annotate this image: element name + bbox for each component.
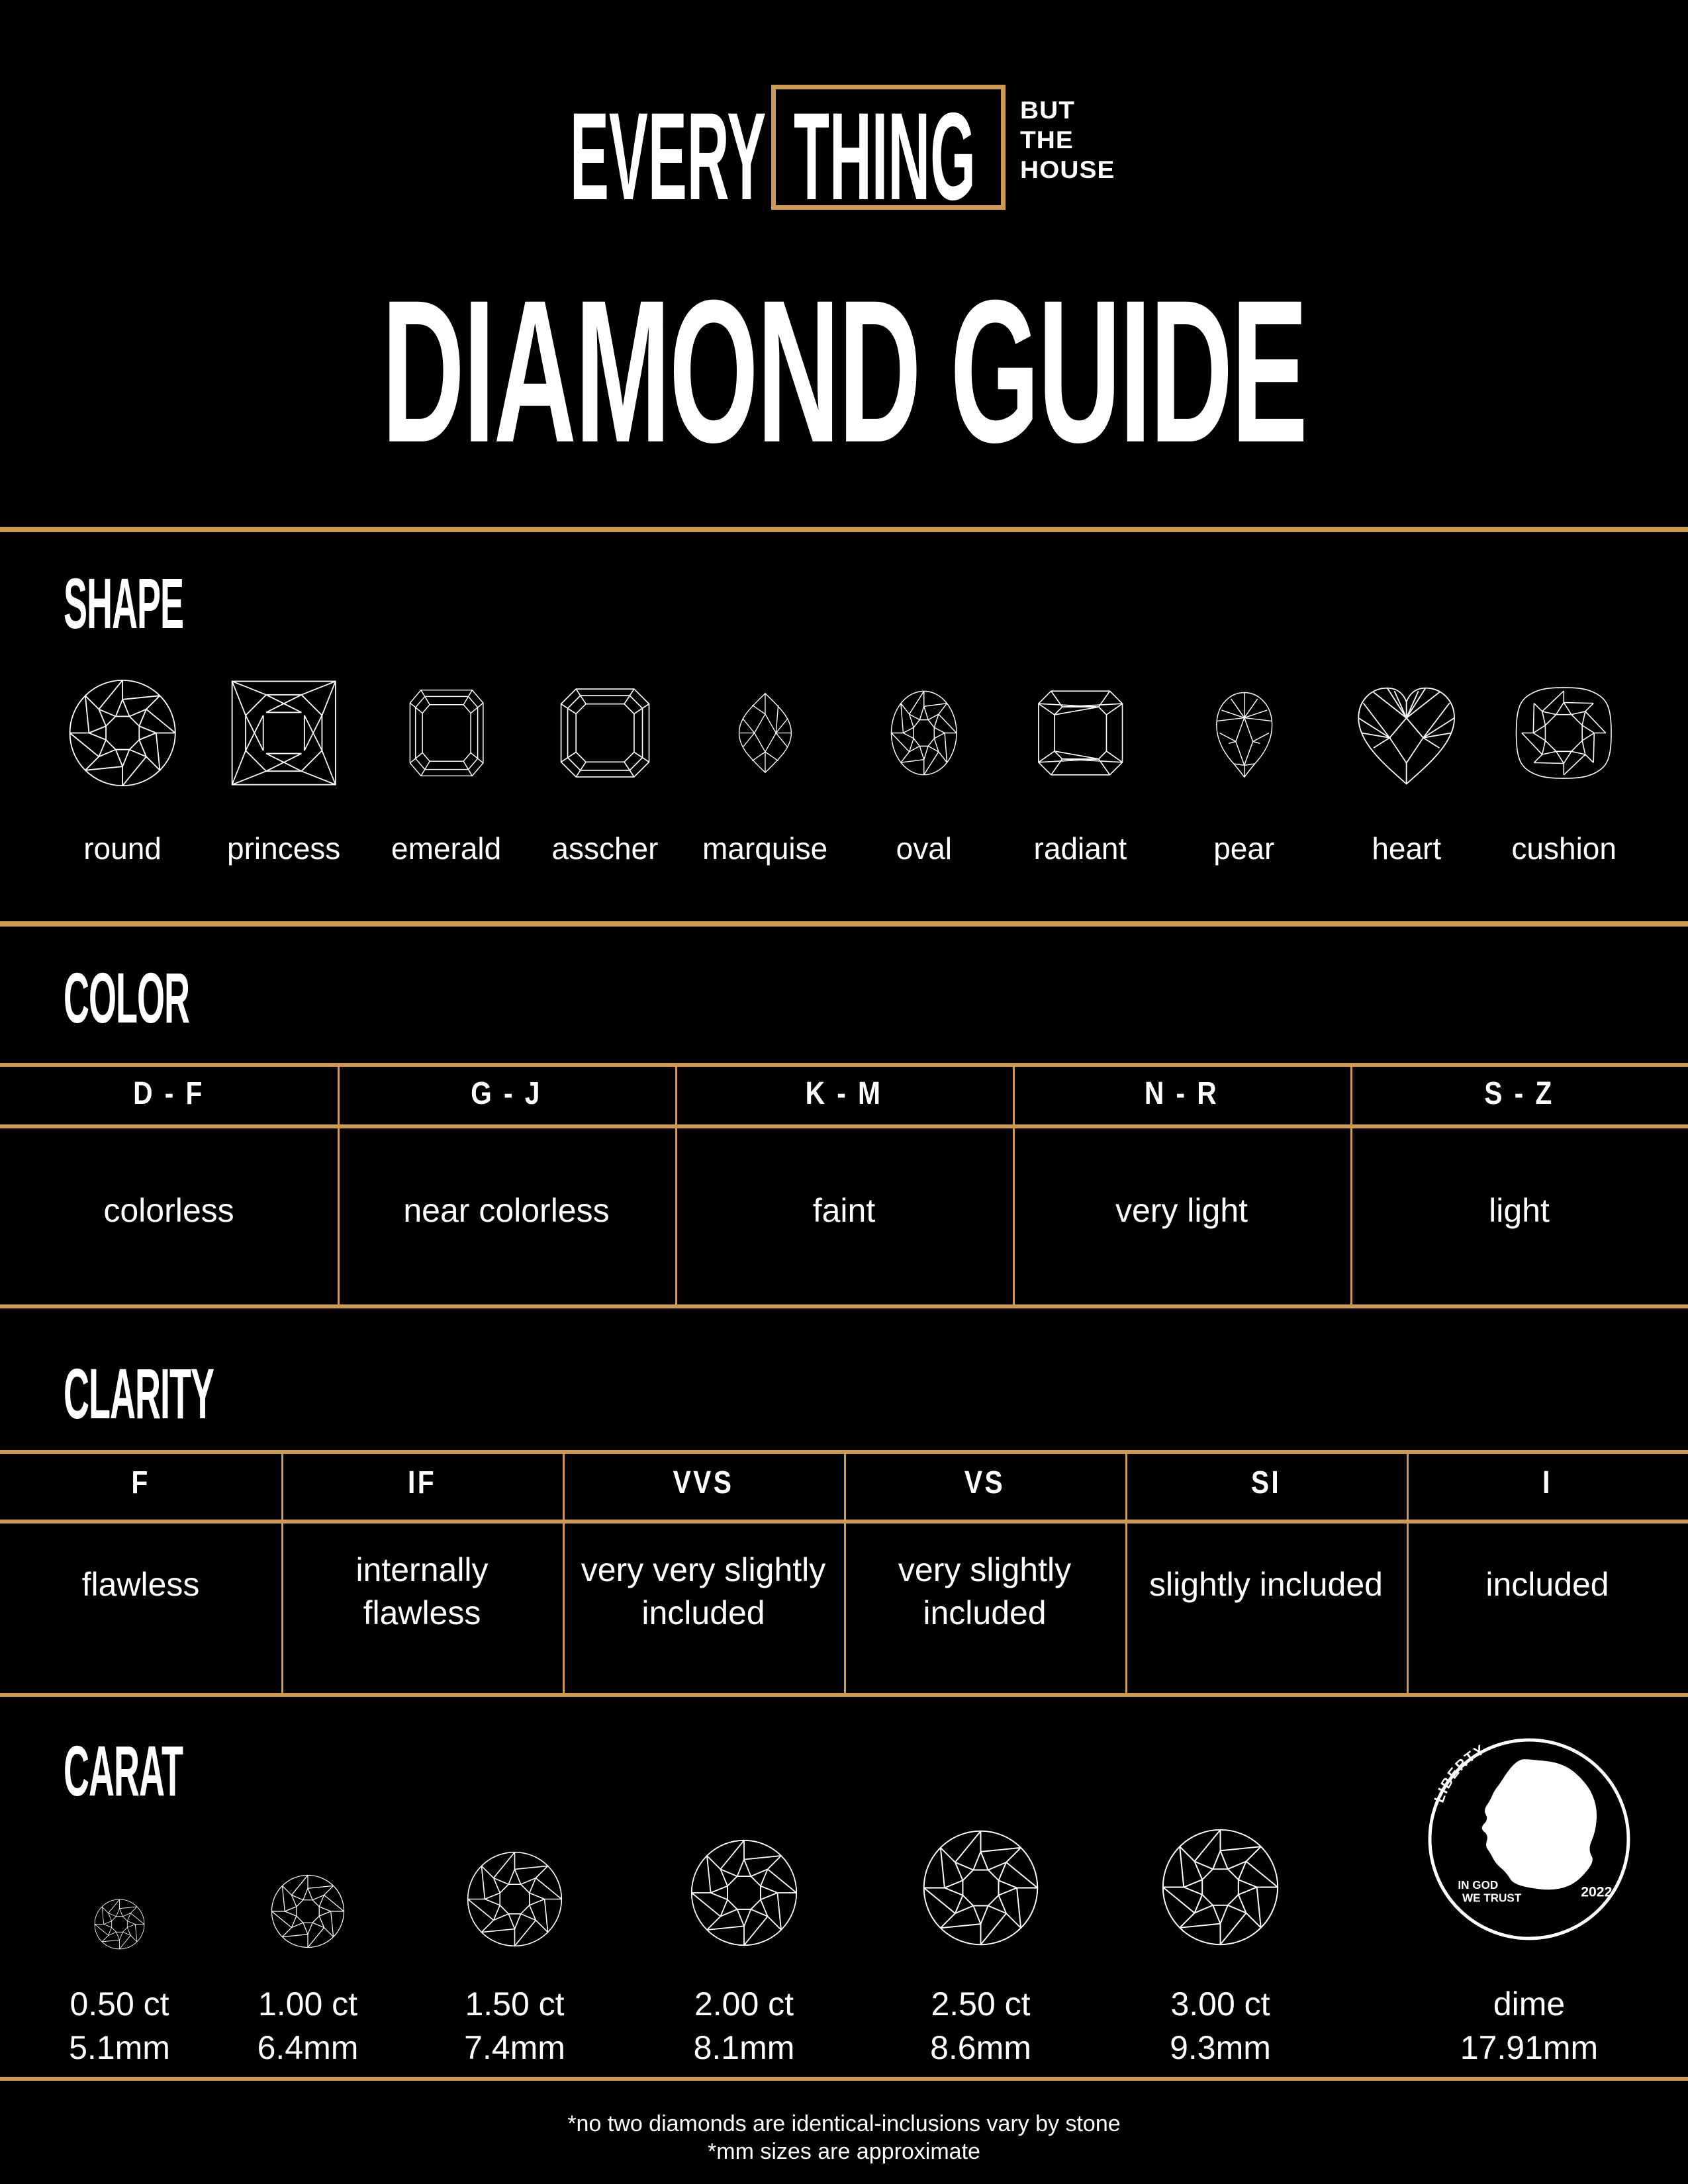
svg-text:WE TRUST: WE TRUST xyxy=(1462,1892,1522,1905)
svg-text:IN GOD: IN GOD xyxy=(1458,1879,1498,1891)
svg-text:2022: 2022 xyxy=(1581,1884,1612,1899)
svg-text:LIBERTY: LIBERTY xyxy=(1432,1742,1488,1805)
